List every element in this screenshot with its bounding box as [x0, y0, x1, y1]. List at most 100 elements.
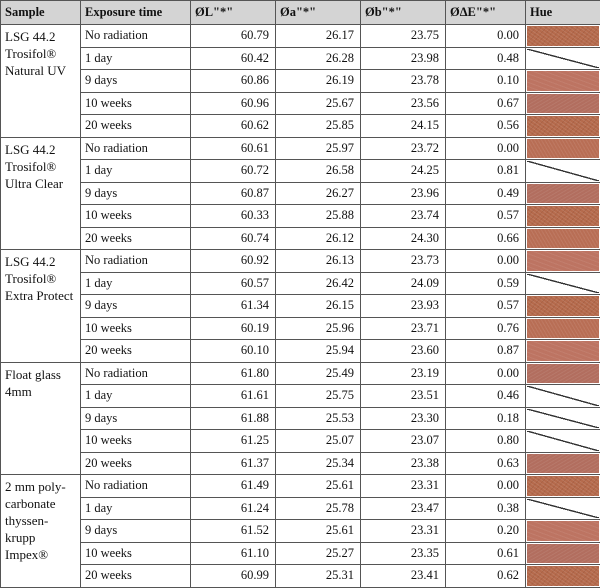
delta-e-cell: 0.66 [446, 227, 526, 250]
l-value-cell: 61.52 [191, 520, 276, 543]
delta-e-cell: 0.76 [446, 317, 526, 340]
hue-swatch [527, 521, 599, 541]
hue-swatch [527, 476, 599, 496]
l-value-cell: 60.99 [191, 565, 276, 588]
b-value-cell: 23.72 [361, 137, 446, 160]
exposure-time-cell: 10 weeks [81, 430, 191, 453]
l-value-cell: 60.33 [191, 205, 276, 228]
delta-e-cell: 0.00 [446, 362, 526, 385]
exposure-time-cell: 1 day [81, 497, 191, 520]
delta-e-cell: 0.81 [446, 160, 526, 183]
b-value-cell: 23.31 [361, 520, 446, 543]
hue-cell [526, 227, 600, 250]
exposure-time-cell: No radiation [81, 25, 191, 48]
empty-hue-cell [527, 161, 599, 181]
b-value-cell: 24.25 [361, 160, 446, 183]
a-value-cell: 25.31 [276, 565, 361, 588]
hue-cell [526, 115, 600, 138]
header-exposure-time: Exposure time [81, 1, 191, 25]
b-value-cell: 23.38 [361, 452, 446, 475]
l-value-cell: 61.37 [191, 452, 276, 475]
delta-e-cell: 0.46 [446, 385, 526, 408]
delta-e-cell: 0.56 [446, 115, 526, 138]
a-value-cell: 25.61 [276, 520, 361, 543]
b-value-cell: 23.60 [361, 340, 446, 363]
exposure-time-cell: No radiation [81, 362, 191, 385]
a-value-cell: 25.49 [276, 362, 361, 385]
l-value-cell: 61.49 [191, 475, 276, 498]
hue-cell [526, 430, 600, 453]
a-value-cell: 25.85 [276, 115, 361, 138]
delta-e-cell: 0.00 [446, 25, 526, 48]
exposure-time-cell: 10 weeks [81, 205, 191, 228]
b-value-cell: 23.98 [361, 47, 446, 70]
hue-swatch [527, 454, 599, 474]
l-value-cell: 60.92 [191, 250, 276, 273]
hue-cell [526, 362, 600, 385]
sample-name-cell: Float glass 4mm [1, 362, 81, 475]
delta-e-cell: 0.57 [446, 295, 526, 318]
l-value-cell: 60.74 [191, 227, 276, 250]
l-value-cell: 60.62 [191, 115, 276, 138]
a-value-cell: 25.96 [276, 317, 361, 340]
l-value-cell: 60.79 [191, 25, 276, 48]
hue-swatch [527, 71, 599, 91]
empty-hue-cell [527, 409, 599, 429]
b-value-cell: 23.71 [361, 317, 446, 340]
b-value-cell: 24.30 [361, 227, 446, 250]
l-value-cell: 61.25 [191, 430, 276, 453]
exposure-time-cell: 20 weeks [81, 227, 191, 250]
delta-e-cell: 0.38 [446, 497, 526, 520]
hue-cell [526, 70, 600, 93]
a-value-cell: 26.42 [276, 272, 361, 295]
exposure-time-cell: 20 weeks [81, 115, 191, 138]
exposure-time-cell: 10 weeks [81, 317, 191, 340]
header-a-value: Øa"*" [276, 1, 361, 25]
a-value-cell: 26.17 [276, 25, 361, 48]
b-value-cell: 23.75 [361, 25, 446, 48]
exposure-time-cell: 1 day [81, 47, 191, 70]
a-value-cell: 26.28 [276, 47, 361, 70]
exposure-time-cell: 9 days [81, 295, 191, 318]
delta-e-cell: 0.10 [446, 70, 526, 93]
delta-e-cell: 0.00 [446, 250, 526, 273]
b-value-cell: 23.35 [361, 542, 446, 565]
hue-cell [526, 340, 600, 363]
b-value-cell: 23.30 [361, 407, 446, 430]
hue-swatch [527, 229, 599, 249]
l-value-cell: 60.86 [191, 70, 276, 93]
b-value-cell: 23.73 [361, 250, 446, 273]
sample-name-cell: LSG 44.2 Trosifol® Ultra Clear [1, 137, 81, 250]
hue-cell [526, 250, 600, 273]
a-value-cell: 25.53 [276, 407, 361, 430]
a-value-cell: 25.34 [276, 452, 361, 475]
hue-cell [526, 205, 600, 228]
exposure-time-cell: 20 weeks [81, 340, 191, 363]
b-value-cell: 23.47 [361, 497, 446, 520]
hue-cell [526, 407, 600, 430]
exposure-time-cell: 10 weeks [81, 92, 191, 115]
sample-name-cell: LSG 44.2 Trosifol® Natural UV [1, 25, 81, 138]
hue-swatch [527, 116, 599, 136]
hue-swatch [527, 296, 599, 316]
header-hue: Hue [526, 1, 600, 25]
a-value-cell: 25.88 [276, 205, 361, 228]
b-value-cell: 23.93 [361, 295, 446, 318]
a-value-cell: 25.94 [276, 340, 361, 363]
a-value-cell: 25.75 [276, 385, 361, 408]
l-value-cell: 61.10 [191, 542, 276, 565]
delta-e-cell: 0.57 [446, 205, 526, 228]
hue-cell [526, 295, 600, 318]
hue-swatch [527, 184, 599, 204]
delta-e-cell: 0.49 [446, 182, 526, 205]
